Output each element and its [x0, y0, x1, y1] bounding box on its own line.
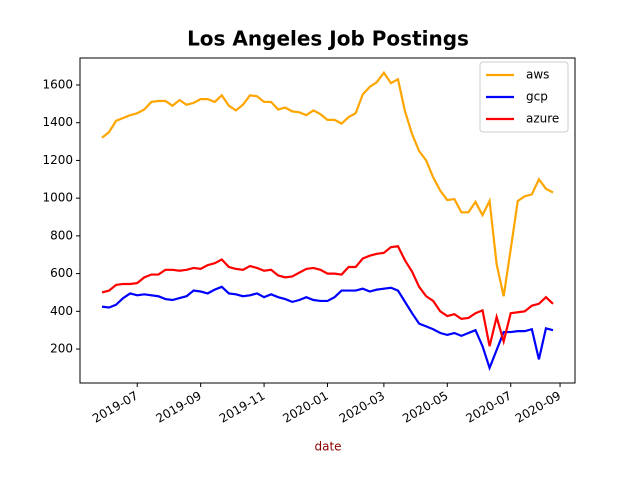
- x-tick-label: 2020-09: [513, 389, 563, 426]
- x-tick-label: 2020-01: [280, 389, 330, 426]
- y-tick-label: 1000: [42, 191, 73, 205]
- y-tick-label: 1200: [42, 153, 73, 167]
- x-tick-label: 2020-07: [464, 389, 514, 426]
- series-line: [101, 285, 554, 372]
- legend-label: azure: [526, 112, 559, 126]
- y-tick-label: 400: [50, 304, 73, 318]
- legend-label: aws: [526, 68, 549, 82]
- series-line: [101, 245, 554, 347]
- chart-title: Los Angeles Job Postings: [187, 27, 469, 51]
- x-axis-label: date: [314, 440, 341, 454]
- y-tick-label: 800: [50, 228, 73, 242]
- legend-label: gcp: [526, 90, 548, 104]
- x-tick-label: 2019-11: [217, 389, 267, 426]
- y-tick-label: 1600: [42, 77, 73, 91]
- x-tick-label: 2019-07: [90, 389, 140, 426]
- y-tick-label: 600: [50, 266, 73, 280]
- x-tick-label: 2019-09: [153, 389, 203, 426]
- y-tick-label: 1400: [42, 115, 73, 129]
- x-tick-label: 2020-05: [400, 389, 450, 426]
- x-tick-label: 2020-03: [337, 389, 387, 426]
- y-tick-label: 200: [50, 342, 73, 356]
- series-line: [101, 70, 554, 297]
- legend-box: [479, 61, 569, 133]
